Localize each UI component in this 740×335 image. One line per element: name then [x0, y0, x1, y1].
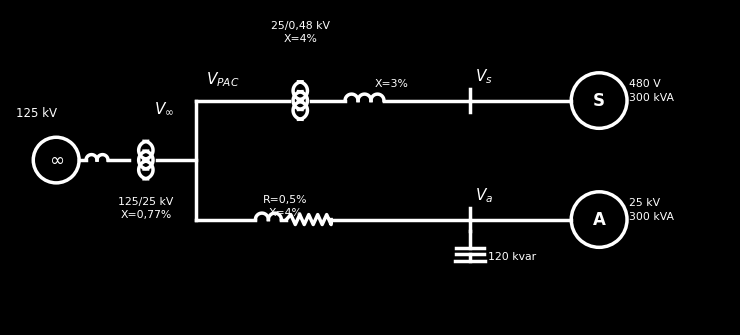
Text: $V_s$: $V_s$ [474, 67, 492, 86]
Text: $V_{\infty}$: $V_{\infty}$ [154, 101, 174, 118]
Text: 480 V
300 kVA: 480 V 300 kVA [629, 79, 674, 103]
Text: 125 kV: 125 kV [16, 108, 57, 120]
Text: R=0,5%
X=4%: R=0,5% X=4% [263, 195, 308, 218]
Text: A: A [593, 211, 605, 228]
Text: X=3%: X=3% [375, 79, 409, 89]
Text: 120 kvar: 120 kvar [488, 252, 536, 262]
Text: $V_a$: $V_a$ [474, 186, 493, 205]
Text: 25/0,48 kV
X=4%: 25/0,48 kV X=4% [271, 21, 330, 45]
Text: $V_{PAC}$: $V_{PAC}$ [206, 70, 239, 89]
Text: $\infty$: $\infty$ [49, 151, 64, 169]
Text: 25 kV
300 kVA: 25 kV 300 kVA [629, 198, 674, 222]
Text: 125/25 kV
X=0,77%: 125/25 kV X=0,77% [118, 197, 174, 220]
Text: S: S [593, 91, 605, 110]
